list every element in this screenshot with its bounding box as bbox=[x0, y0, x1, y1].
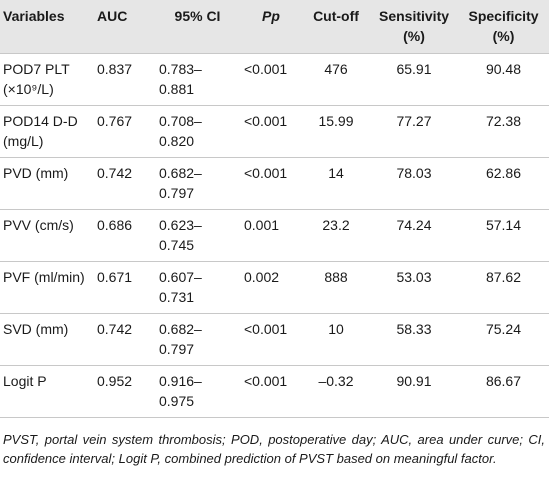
header-row: Variables AUC 95% CI Pp Cut-off Sensitivity (… bbox=[0, 0, 549, 54]
table-cell: <0.001 bbox=[240, 157, 302, 210]
table-cell: 58.33 bbox=[370, 313, 458, 366]
header-cell: Pp bbox=[240, 0, 302, 54]
table-row: POD7 PLT (×10⁹/L) 0.837 0.783–0.881 <0.001 4… bbox=[0, 53, 549, 106]
table-cell: 72.38 bbox=[458, 105, 549, 158]
table-cell: Logit P bbox=[0, 365, 93, 418]
table-cell: 65.91 bbox=[370, 53, 458, 106]
header-cell: AUC bbox=[93, 0, 155, 54]
table-cell: 0.708–0.820 bbox=[155, 105, 240, 158]
table-row: Logit P 0.952 0.916–0.975 <0.001 –0.32 90.91 8… bbox=[0, 365, 549, 418]
table-cell: SVD (mm) bbox=[0, 313, 93, 366]
table-cell: 0.001 bbox=[240, 209, 302, 262]
table-cell: POD7 PLT (×10⁹/L) bbox=[0, 53, 93, 106]
table-cell: 0.686 bbox=[93, 209, 155, 262]
table-cell: 74.24 bbox=[370, 209, 458, 262]
table-cell: 0.682–0.797 bbox=[155, 313, 240, 366]
table-body: POD7 PLT (×10⁹/L) 0.837 0.783–0.881 <0.001 4… bbox=[0, 53, 549, 418]
table-cell: 888 bbox=[302, 261, 370, 314]
table-cell: <0.001 bbox=[240, 365, 302, 418]
table-cell: 10 bbox=[302, 313, 370, 366]
table-cell: 0.682–0.797 bbox=[155, 157, 240, 210]
table-cell: <0.001 bbox=[240, 53, 302, 106]
header-cell: Cut-off bbox=[302, 0, 370, 54]
table-cell: 0.742 bbox=[93, 157, 155, 210]
table-cell: PVD (mm) bbox=[0, 157, 93, 210]
data-table: Variables AUC 95% CI Pp Cut-off Sensitivity (… bbox=[0, 0, 549, 418]
table-cell: 0.952 bbox=[93, 365, 155, 418]
table-cell: 86.67 bbox=[458, 365, 549, 418]
table-cell: 15.99 bbox=[302, 105, 370, 158]
table-cell: 90.48 bbox=[458, 53, 549, 106]
table-cell: PVF (ml/min) bbox=[0, 261, 93, 314]
table-cell: 14 bbox=[302, 157, 370, 210]
table-row: PVV (cm/s) 0.686 0.623–0.745 0.001 23.2 74.24… bbox=[0, 209, 549, 262]
table-cell: <0.001 bbox=[240, 313, 302, 366]
table-cell: –0.32 bbox=[302, 365, 370, 418]
table-row: PVF (ml/min) 0.671 0.607–0.731 0.002 888 53.0… bbox=[0, 261, 549, 314]
table-cell: 90.91 bbox=[370, 365, 458, 418]
table-cell: 75.24 bbox=[458, 313, 549, 366]
table-cell: 0.607–0.731 bbox=[155, 261, 240, 314]
table-cell: 53.03 bbox=[370, 261, 458, 314]
table-cell: 0.783–0.881 bbox=[155, 53, 240, 106]
table-cell: PVV (cm/s) bbox=[0, 209, 93, 262]
table-cell: 57.14 bbox=[458, 209, 549, 262]
header-cell: Variables bbox=[0, 0, 93, 54]
header-cell: Sensitivity (%) bbox=[370, 0, 458, 54]
table-row: POD14 D-D (mg/L) 0.767 0.708–0.820 <0.001 15… bbox=[0, 105, 549, 158]
table-cell: POD14 D-D (mg/L) bbox=[0, 105, 93, 158]
table-cell: <0.001 bbox=[240, 105, 302, 158]
table-row: SVD (mm) 0.742 0.682–0.797 <0.001 10 58.33 75.… bbox=[0, 313, 549, 366]
table-cell: 87.62 bbox=[458, 261, 549, 314]
table-cell: 0.767 bbox=[93, 105, 155, 158]
table-cell: 62.86 bbox=[458, 157, 549, 210]
table-cell: 0.623–0.745 bbox=[155, 209, 240, 262]
table-cell: 78.03 bbox=[370, 157, 458, 210]
table-cell: 0.837 bbox=[93, 53, 155, 106]
header-cell: Specificity (%) bbox=[458, 0, 549, 54]
table-cell: 0.002 bbox=[240, 261, 302, 314]
table-cell: 23.2 bbox=[302, 209, 370, 262]
table-row: PVD (mm) 0.742 0.682–0.797 <0.001 14 78.03 62.… bbox=[0, 157, 549, 210]
table-cell: 77.27 bbox=[370, 105, 458, 158]
table-cell: 0.671 bbox=[93, 261, 155, 314]
table-cell: 476 bbox=[302, 53, 370, 106]
header-cell: 95% CI bbox=[155, 0, 240, 54]
footnote: PVST, portal vein system thrombosis; POD… bbox=[3, 432, 545, 466]
table-cell: 0.916–0.975 bbox=[155, 365, 240, 418]
table-cell: 0.742 bbox=[93, 313, 155, 366]
